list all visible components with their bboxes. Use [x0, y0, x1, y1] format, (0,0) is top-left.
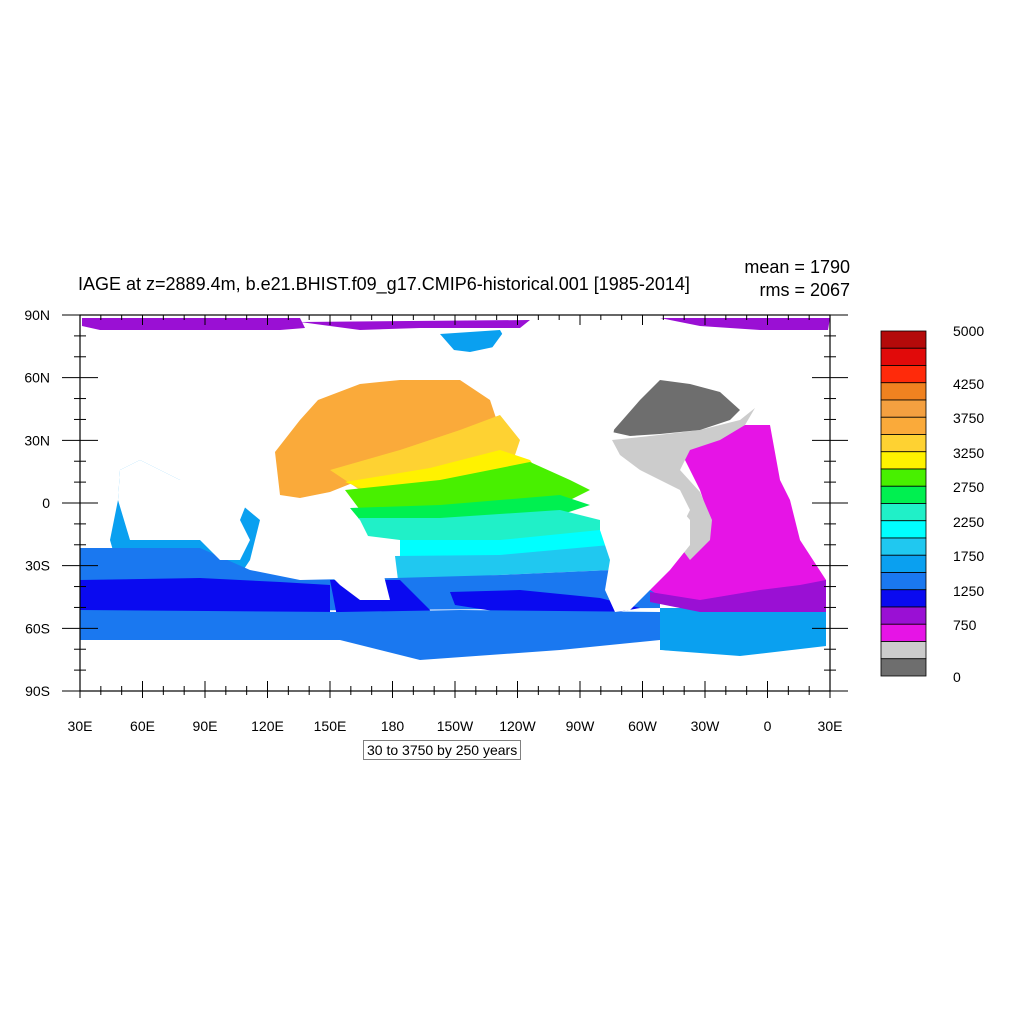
colorbar-label: 0 — [953, 669, 961, 685]
colorbar-swatch — [880, 554, 927, 573]
colorbar-swatch — [880, 434, 927, 453]
north-pacific-orange — [275, 380, 500, 498]
colorbar-label: 5000 — [953, 323, 984, 339]
map-title: IAGE at z=2889.4m, b.e21.BHIST.f09_g17.C… — [78, 274, 690, 294]
lat-tick-label: 60N — [24, 370, 50, 386]
colorbar-label: 1250 — [953, 583, 984, 599]
colorbar-swatch — [880, 416, 927, 435]
lat-tick-label: 90N — [24, 307, 50, 323]
lat-tick-label: 30S — [25, 558, 50, 574]
colorbar-swatch — [880, 658, 927, 677]
colorbar-swatch — [880, 503, 927, 522]
colorbar-label: 3250 — [953, 445, 984, 461]
atlantic-magenta — [650, 425, 826, 608]
lon-tick-label: 30E — [818, 718, 843, 734]
south-pacific-lightblue — [395, 545, 612, 580]
colorbar-label: 750 — [953, 617, 977, 633]
lat-tick-label: 0 — [42, 495, 50, 511]
land-europe — [755, 330, 826, 440]
colorbar-label: 3750 — [953, 410, 984, 426]
north-atlantic-darkgray — [612, 380, 740, 436]
colorbar-swatch — [880, 572, 927, 591]
lon-tick-label: 60E — [130, 718, 155, 734]
colorbar-swatch — [880, 382, 927, 401]
map-plot — [79, 314, 831, 692]
rms-stat: rms = 2067 — [759, 280, 850, 300]
lon-tick-label: 180 — [381, 718, 405, 734]
lon-tick-label: 120W — [499, 718, 536, 734]
colorbar: 5000 4250 3750 3250 2750 2250 1750 1250 750 0 — [880, 323, 984, 685]
colorbar-label: 2750 — [953, 479, 984, 495]
arctic-blue-patch — [440, 330, 508, 352]
atlantic-purple-belt — [650, 580, 826, 612]
lon-tick-label: 90W — [566, 718, 596, 734]
lat-tick-label: 30N — [24, 432, 50, 448]
colorbar-swatch — [880, 641, 927, 660]
arctic-purple-region — [660, 318, 830, 330]
lon-tick-label: 60W — [628, 718, 658, 734]
lat-labels: 90N 60N 30N 0 30S 60S 90S — [24, 307, 50, 699]
colorbar-label: 1750 — [953, 548, 984, 564]
southern-ocean-deep-blue — [450, 590, 640, 615]
mean-stat: mean = 1790 — [744, 257, 850, 277]
lon-labels: 30E 60E 90E 120E 150E 180 150W 120W 90W 60W 30W 0 30… — [68, 718, 843, 734]
colorbar-label: 4250 — [953, 376, 984, 392]
colorbar-swatch — [880, 451, 927, 470]
contour-info-box: 30 to 3750 by 250 years — [363, 740, 522, 760]
colorbar-swatch — [880, 520, 927, 539]
lon-tick-label: 30E — [68, 718, 93, 734]
land-asia-australia — [260, 500, 390, 600]
land-north-canada — [540, 330, 660, 400]
colorbar-swatch — [880, 606, 927, 625]
land-africa — [82, 330, 320, 560]
colorbar-swatch — [880, 485, 927, 504]
atlantic-gray-ridge — [612, 408, 755, 560]
lon-tick-label: 0 — [764, 718, 772, 734]
land-south-america — [600, 458, 690, 612]
colorbar-label: 2250 — [953, 514, 984, 530]
lon-tick-label: 120E — [251, 718, 284, 734]
lat-tick-label: 90S — [25, 683, 50, 699]
arctic-purple-region — [300, 320, 530, 330]
lon-tick-label: 90E — [193, 718, 218, 734]
lat-tick-label: 60S — [25, 620, 50, 636]
lon-tick-label: 150W — [437, 718, 474, 734]
colorbar-swatch — [880, 365, 927, 384]
southern-ocean-blue — [80, 610, 660, 660]
colorbar-swatch — [880, 537, 927, 556]
colorbar-swatch — [880, 589, 927, 608]
land-antarctica — [80, 642, 826, 690]
colorbar-swatch — [880, 468, 927, 487]
southern-ocean-lightblue — [660, 608, 826, 656]
colorbar-swatch — [880, 623, 927, 642]
colorbar-swatch — [880, 347, 927, 366]
lon-tick-label: 30W — [691, 718, 721, 734]
colorbar-swatch — [880, 399, 927, 418]
land-americas — [470, 330, 620, 480]
colorbar-swatch — [880, 330, 927, 349]
lon-tick-label: 150E — [314, 718, 347, 734]
axis-ticks — [62, 314, 848, 698]
